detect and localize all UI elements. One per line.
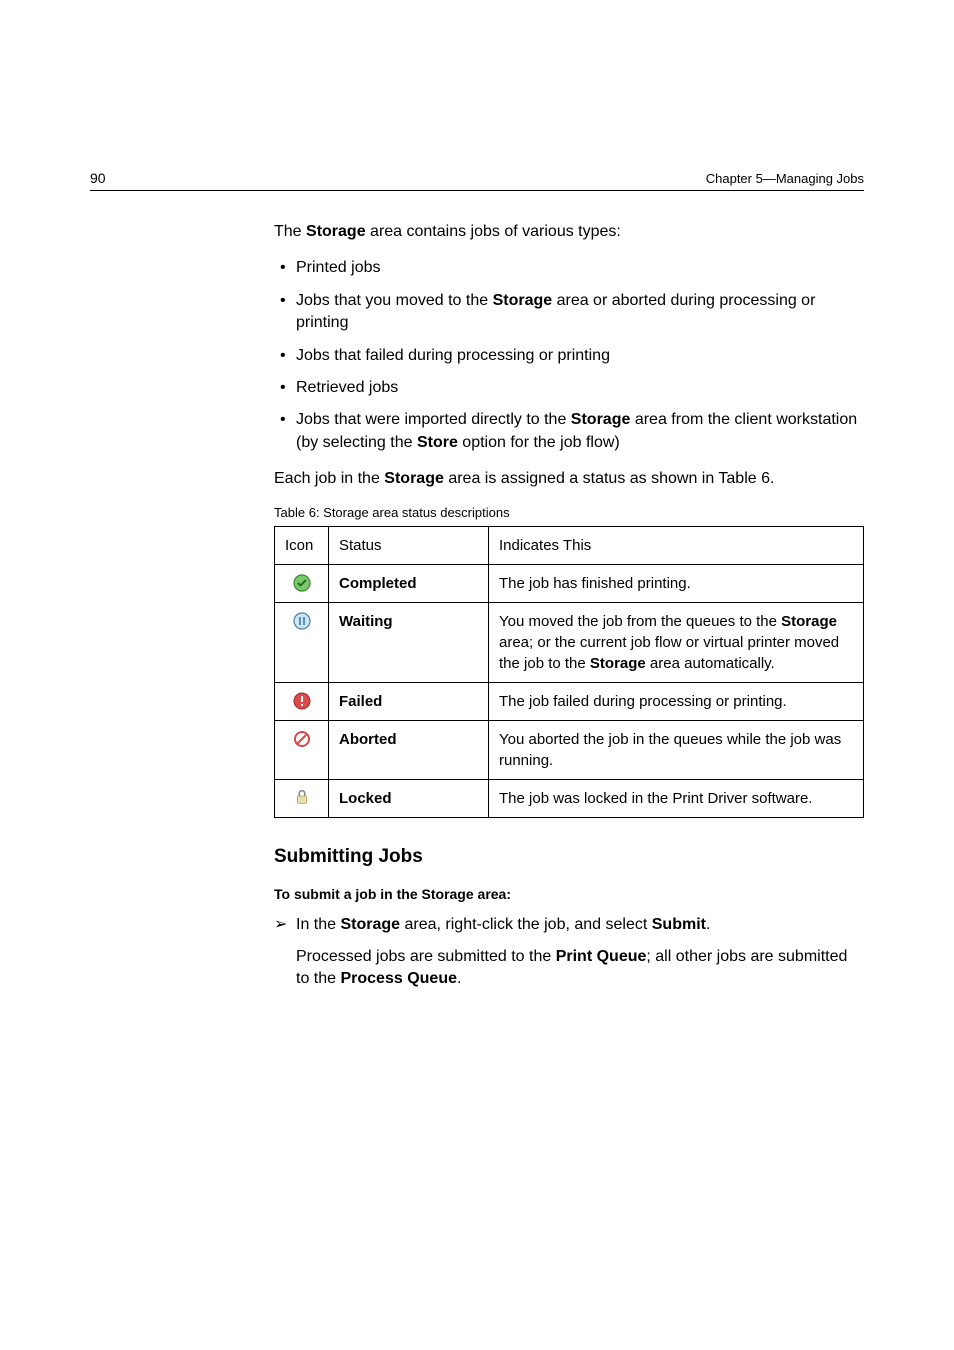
step-text: In the Storage area, right-click the job…: [296, 914, 864, 936]
status-icon-cell: [275, 564, 329, 602]
status-name: Aborted: [329, 720, 489, 779]
status-icon-cell: [275, 720, 329, 779]
list-text: Jobs that you moved to the Storage area …: [296, 290, 864, 335]
table-header-row: Icon Status Indicates This: [275, 526, 864, 564]
bullet-icon: •: [274, 290, 296, 335]
step-follow-text: Processed jobs are submitted to the Prin…: [296, 946, 864, 991]
body-paragraph: Each job in the Storage area is assigned…: [274, 468, 864, 490]
failed-icon: [292, 691, 312, 711]
list-text: Printed jobs: [296, 257, 864, 279]
status-name: Waiting: [329, 602, 489, 682]
status-name: Locked: [329, 779, 489, 817]
step-heading: To submit a job in the Storage area:: [274, 886, 864, 902]
intro-paragraph: The Storage area contains jobs of variou…: [274, 221, 864, 243]
col-indicates: Indicates This: [489, 526, 864, 564]
waiting-icon: [292, 611, 312, 631]
chevron-icon: ➢: [274, 914, 296, 936]
chapter-reference: Chapter 5—Managing Jobs: [706, 171, 864, 186]
list-item: • Retrieved jobs: [274, 377, 864, 399]
status-table: Icon Status Indicates This Completed The…: [274, 526, 864, 818]
bullet-icon: •: [274, 257, 296, 279]
table-row: Waiting You moved the job from the queue…: [275, 602, 864, 682]
list-item: • Jobs that you moved to the Storage are…: [274, 290, 864, 335]
status-icon-cell: [275, 779, 329, 817]
status-icon-cell: [275, 682, 329, 720]
col-icon: Icon: [275, 526, 329, 564]
status-desc: The job failed during processing or prin…: [489, 682, 864, 720]
table-row: Failed The job failed during processing …: [275, 682, 864, 720]
list-text: Retrieved jobs: [296, 377, 864, 399]
bullet-icon: •: [274, 377, 296, 399]
status-icon-cell: [275, 602, 329, 682]
aborted-icon: [292, 729, 312, 749]
status-desc: The job has finished printing.: [489, 564, 864, 602]
list-item: • Printed jobs: [274, 257, 864, 279]
section-heading: Submitting Jobs: [274, 846, 864, 868]
locked-icon: [293, 788, 311, 806]
col-status: Status: [329, 526, 489, 564]
bullet-icon: •: [274, 345, 296, 367]
list-item: • Jobs that were imported directly to th…: [274, 409, 864, 454]
table-row: Locked The job was locked in the Print D…: [275, 779, 864, 817]
page-header: 90 Chapter 5—Managing Jobs: [90, 170, 864, 191]
list-item: • Jobs that failed during processing or …: [274, 345, 864, 367]
completed-icon: [292, 573, 312, 593]
status-desc: You aborted the job in the queues while …: [489, 720, 864, 779]
status-name: Completed: [329, 564, 489, 602]
page-number: 90: [90, 170, 106, 186]
bullet-list: • Printed jobs • Jobs that you moved to …: [274, 257, 864, 454]
table-caption: Table 6: Storage area status description…: [274, 505, 864, 520]
status-desc: You moved the job from the queues to the…: [489, 602, 864, 682]
step-item: ➢ In the Storage area, right-click the j…: [274, 914, 864, 936]
list-text: Jobs that failed during processing or pr…: [296, 345, 864, 367]
table-row: Aborted You aborted the job in the queue…: [275, 720, 864, 779]
bullet-icon: •: [274, 409, 296, 454]
document-page: 90 Chapter 5—Managing Jobs The Storage a…: [0, 0, 954, 1071]
list-text: Jobs that were imported directly to the …: [296, 409, 864, 454]
status-desc: The job was locked in the Print Driver s…: [489, 779, 864, 817]
status-name: Failed: [329, 682, 489, 720]
table-row: Completed The job has finished printing.: [275, 564, 864, 602]
content-column: The Storage area contains jobs of variou…: [274, 221, 864, 991]
